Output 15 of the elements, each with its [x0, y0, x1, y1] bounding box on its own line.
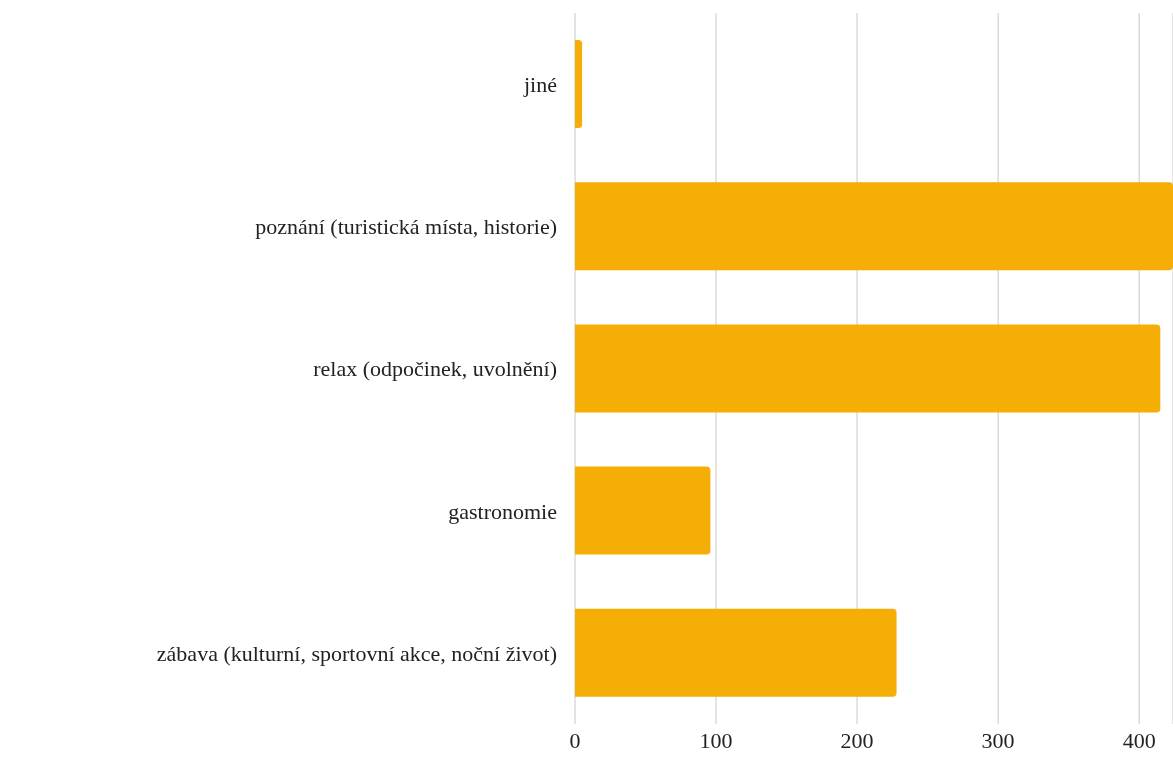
bar [575, 324, 1161, 413]
x-tick-label: 400 [1122, 727, 1156, 753]
bar [575, 466, 711, 555]
x-tick-label: 300 [981, 727, 1015, 753]
bar [575, 40, 583, 129]
y-tick-label: jiné [523, 71, 557, 97]
x-tick-label: 0 [569, 727, 581, 753]
x-tick-label: 200 [840, 727, 874, 753]
y-tick-label: zábava (kulturní, sportovní akce, noční život) [156, 640, 557, 666]
bar [575, 182, 1173, 271]
y-tick-label: gastronomie [448, 498, 557, 524]
y-tick-label: poznání (turistická místa, historie) [255, 214, 557, 240]
y-tick-label: relax (odpočinek, uvolnění) [313, 356, 557, 382]
bar [575, 608, 897, 697]
x-tick-label: 100 [699, 727, 733, 753]
